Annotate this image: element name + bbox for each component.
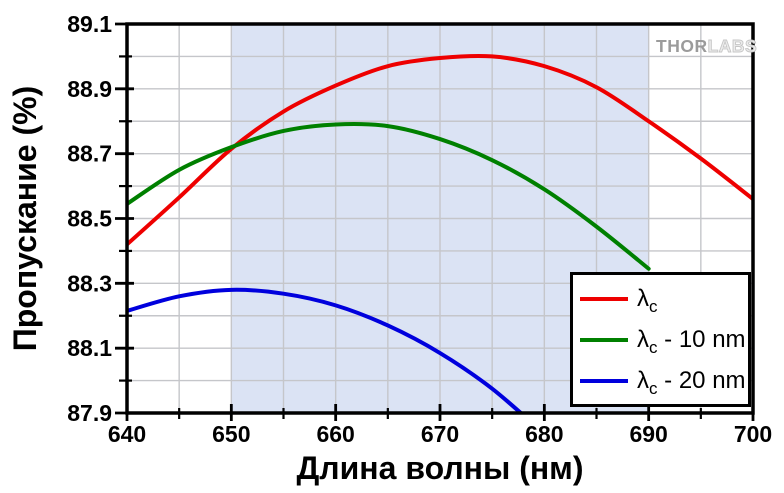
legend-label: λc - 10 nm [637,325,746,357]
legend-line-red [580,296,628,301]
legend-label: λc [637,284,658,316]
x-tick-label: 680 [525,421,563,447]
thorlabs-logo: THORLABS [656,36,757,57]
legend-entry-lambda-c: λc [580,284,748,316]
legend-entry-lambda-c-minus-20: λc - 20 nm [580,366,748,398]
x-tick-label: 660 [316,421,354,447]
y-tick-label: 88.1 [67,335,112,361]
y-tick-label: 89.1 [67,11,112,37]
legend-entry-lambda-c-minus-10: λc - 10 nm [580,325,748,357]
y-tick-label: 87.9 [67,400,112,426]
y-axis-title: Пропускание (%) [7,86,43,351]
x-tick-label: 690 [629,421,667,447]
legend-line-blue [580,378,628,383]
x-axis-title: Длина волны (нм) [297,450,584,486]
legend-line-green [580,337,628,342]
y-tick-label: 88.5 [67,206,112,232]
x-tick-label: 650 [212,421,250,447]
x-tick-label: 670 [421,421,459,447]
curve-1 [127,122,651,271]
logo-text-thor: THOR [656,36,708,56]
y-tick-label: 88.9 [67,76,112,102]
x-tick-label: 700 [734,421,772,447]
y-tick-label: 88.3 [67,270,112,296]
logo-text-labs: LABS [707,36,758,57]
x-tick-label: 640 [108,421,146,447]
y-tick-label: 88.7 [67,141,112,167]
legend-label: λc - 20 nm [637,366,746,398]
curve-2 [127,287,524,413]
axis-ticks [115,22,755,421]
legend: λc λc - 10 nm λc - 20 nm [570,272,751,407]
